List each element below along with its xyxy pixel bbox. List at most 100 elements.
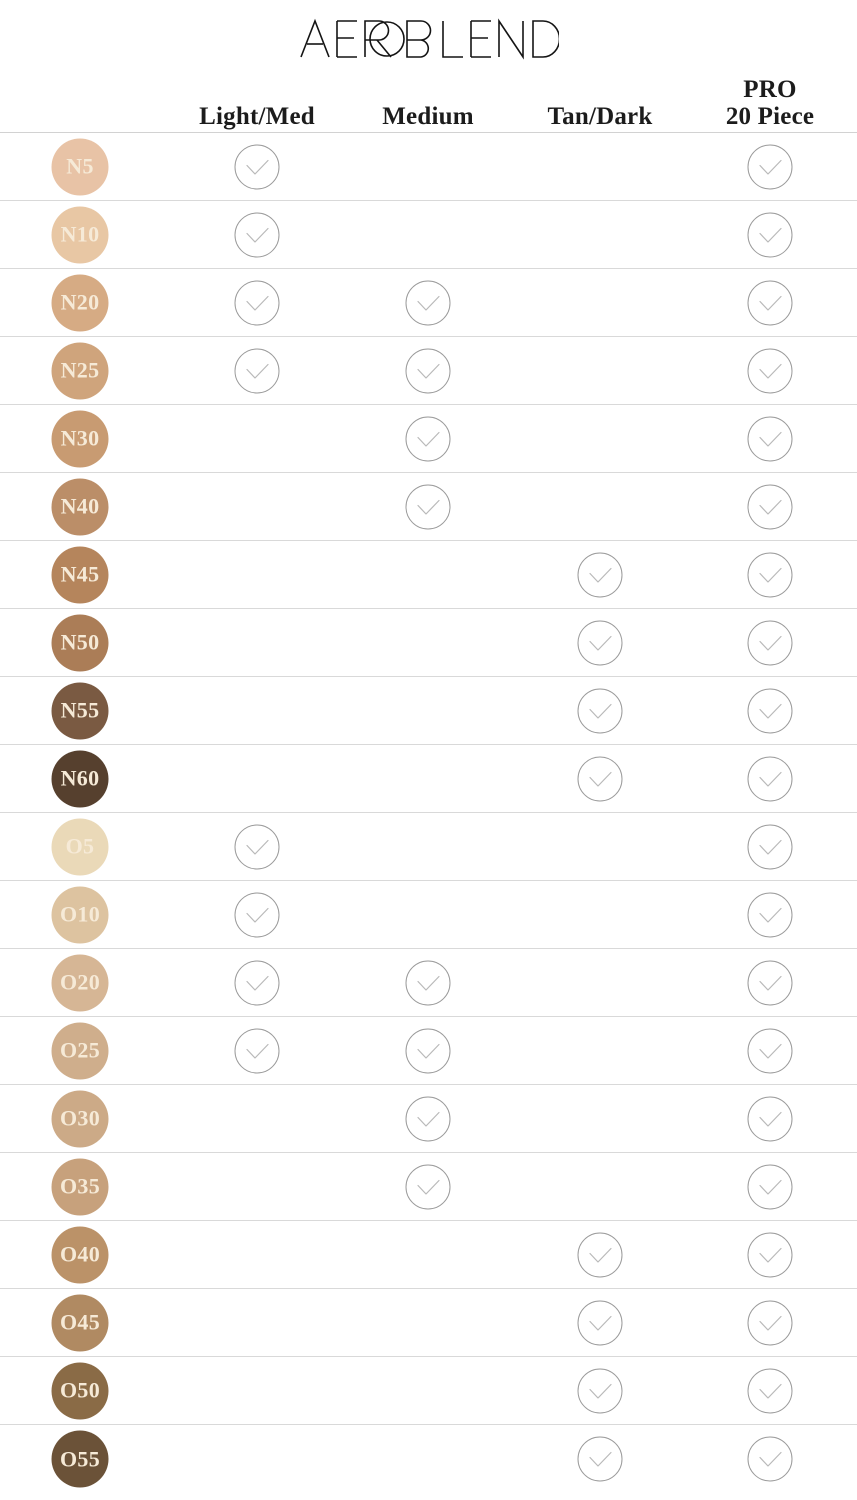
column-header-medium: Medium: [382, 103, 473, 130]
shade-swatch[interactable]: O45: [51, 1294, 109, 1351]
checkmark-circle-icon-tan-dark: [577, 1436, 623, 1482]
checkmark-circle-icon-pro-20-piece: [747, 348, 793, 394]
shade-matching-table: N5 N10 N20 N25 N30 N40 N45 N50 N55 N60 O5 O10 O20 O25…: [0, 132, 857, 1493]
column-header-light-med: Light/Med: [199, 103, 315, 130]
checkmark-circle-icon-medium: [405, 280, 451, 326]
checkmark-circle-icon-light-med: [234, 144, 280, 190]
shade-swatch[interactable]: N20: [51, 274, 109, 331]
column-header-light-med-label: Light/Med: [199, 103, 315, 130]
checkmark-circle-icon-medium: [405, 1096, 451, 1142]
table-row: N5: [0, 133, 857, 201]
table-row: O35: [0, 1153, 857, 1221]
checkmark-circle-icon-tan-dark: [577, 552, 623, 598]
checkmark-circle-icon-pro-20-piece: [747, 1436, 793, 1482]
checkmark-circle-icon-pro-20-piece: [747, 1300, 793, 1346]
checkmark-circle-icon-pro-20-piece: [747, 824, 793, 870]
shade-swatch[interactable]: O25: [51, 1022, 109, 1079]
checkmark-circle-icon-pro-20-piece: [747, 1096, 793, 1142]
table-row: O10: [0, 881, 857, 949]
column-header-pro-label: PRO: [743, 76, 797, 103]
shade-swatch-label: O30: [59, 1105, 100, 1131]
shade-swatch-label: N45: [60, 561, 100, 587]
shade-swatch[interactable]: N45: [51, 546, 109, 603]
shade-swatch-label: N10: [60, 221, 100, 247]
checkmark-circle-icon-pro-20-piece: [747, 144, 793, 190]
shade-swatch[interactable]: N5: [51, 138, 109, 195]
column-header-tan-dark: Tan/Dark: [548, 103, 653, 130]
checkmark-circle-icon-tan-dark: [577, 620, 623, 666]
checkmark-circle-icon-pro-20-piece: [747, 688, 793, 734]
shade-swatch-label: O50: [59, 1377, 100, 1403]
shade-swatch[interactable]: O35: [51, 1158, 109, 1215]
checkmark-circle-icon-tan-dark: [577, 688, 623, 734]
shade-swatch[interactable]: O20: [51, 954, 109, 1011]
shade-swatch-label: N20: [60, 289, 100, 315]
checkmark-circle-icon-pro-20-piece: [747, 960, 793, 1006]
table-row: O50: [0, 1357, 857, 1425]
shade-swatch[interactable]: O40: [51, 1226, 109, 1283]
table-row: N10: [0, 201, 857, 269]
checkmark-circle-icon-pro-20-piece: [747, 1028, 793, 1074]
table-row: O40: [0, 1221, 857, 1289]
shade-swatch[interactable]: N60: [51, 750, 109, 807]
checkmark-circle-icon-pro-20-piece: [747, 1164, 793, 1210]
shade-swatch[interactable]: N55: [51, 682, 109, 739]
checkmark-circle-icon-light-med: [234, 824, 280, 870]
checkmark-circle-icon-medium: [405, 1164, 451, 1210]
column-header-pro-20-piece: PRO 20 Piece: [726, 76, 814, 130]
checkmark-circle-icon-pro-20-piece: [747, 416, 793, 462]
shade-swatch-label: O10: [59, 901, 100, 927]
checkmark-circle-icon-pro-20-piece: [747, 552, 793, 598]
checkmark-circle-icon-pro-20-piece: [747, 1368, 793, 1414]
column-header-20-piece-label: 20 Piece: [725, 103, 815, 130]
table-row: N25: [0, 337, 857, 405]
checkmark-circle-icon-tan-dark: [577, 1300, 623, 1346]
brand-header: [0, 0, 857, 70]
shade-swatch[interactable]: O30: [51, 1090, 109, 1147]
table-row: O20: [0, 949, 857, 1017]
checkmark-circle-icon-light-med: [234, 1028, 280, 1074]
shade-swatch[interactable]: N25: [51, 342, 109, 399]
shade-swatch-label: N50: [60, 629, 100, 655]
shade-swatch[interactable]: O10: [51, 886, 109, 943]
checkmark-circle-icon-pro-20-piece: [747, 280, 793, 326]
shade-swatch-label: O40: [59, 1241, 100, 1267]
shade-swatch-label: O55: [59, 1446, 100, 1471]
shade-swatch[interactable]: O5: [51, 818, 109, 875]
table-row: N60: [0, 745, 857, 813]
table-row: N20: [0, 269, 857, 337]
checkmark-circle-icon-tan-dark: [577, 756, 623, 802]
shade-swatch[interactable]: O50: [51, 1362, 109, 1419]
table-row: N30: [0, 405, 857, 473]
checkmark-circle-icon-tan-dark: [577, 1232, 623, 1278]
checkmark-circle-icon-light-med: [234, 348, 280, 394]
column-headers: Light/Med Medium Tan/Dark PRO 20 Piece: [0, 70, 857, 132]
shade-swatch-label: O5: [65, 833, 95, 859]
shade-swatch-label: N60: [60, 765, 100, 791]
table-row: N40: [0, 473, 857, 541]
table-row: N55: [0, 677, 857, 745]
shade-swatch-label: N40: [60, 493, 100, 519]
shade-swatch[interactable]: N40: [51, 478, 109, 535]
shade-swatch[interactable]: O55: [51, 1430, 109, 1488]
checkmark-circle-icon-light-med: [234, 280, 280, 326]
checkmark-circle-icon-medium: [405, 416, 451, 462]
shade-swatch[interactable]: N10: [51, 206, 109, 263]
table-row: O25: [0, 1017, 857, 1085]
table-row: N45: [0, 541, 857, 609]
shade-swatch-label: O25: [59, 1037, 100, 1063]
aeroblend-wordmark-icon: [299, 18, 559, 60]
checkmark-circle-icon-light-med: [234, 892, 280, 938]
checkmark-circle-icon-light-med: [234, 212, 280, 258]
column-header-medium-label: Medium: [382, 103, 474, 130]
shade-swatch-label: O20: [59, 969, 100, 995]
shade-swatch-label: N30: [60, 425, 100, 451]
shade-swatch-label: N25: [60, 357, 100, 383]
checkmark-circle-icon-medium: [405, 960, 451, 1006]
shade-swatch[interactable]: N50: [51, 614, 109, 671]
table-row: N50: [0, 609, 857, 677]
checkmark-circle-icon-pro-20-piece: [747, 892, 793, 938]
checkmark-circle-icon-medium: [405, 348, 451, 394]
table-row: O30: [0, 1085, 857, 1153]
shade-swatch[interactable]: N30: [51, 410, 109, 467]
